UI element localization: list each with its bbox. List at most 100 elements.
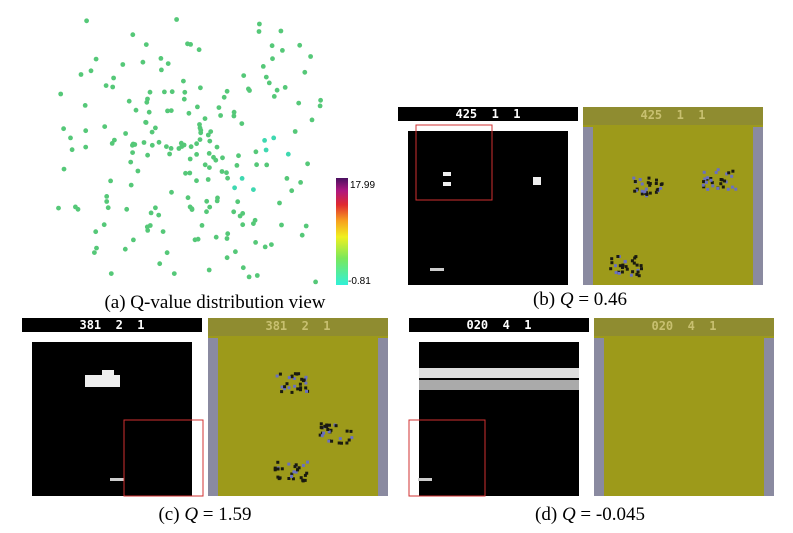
point xyxy=(197,137,203,143)
point xyxy=(183,170,188,176)
point xyxy=(239,121,245,126)
saliency-blob xyxy=(290,390,294,394)
saliency-blob xyxy=(625,267,629,271)
barrier xyxy=(419,380,579,390)
caption-var: Q xyxy=(562,504,576,525)
saliency-blob xyxy=(276,467,280,471)
saliency-blob xyxy=(295,372,299,376)
caption-label: (d) xyxy=(535,504,557,525)
score-bar xyxy=(409,318,589,332)
saliency-blob xyxy=(659,186,663,190)
point xyxy=(83,144,89,150)
saliency-blob xyxy=(621,263,625,267)
saliency-blob xyxy=(618,264,622,268)
point xyxy=(218,113,224,118)
point xyxy=(297,42,303,48)
sprite xyxy=(443,172,451,176)
point xyxy=(221,94,227,100)
point xyxy=(169,89,175,95)
floor xyxy=(408,275,568,285)
point xyxy=(271,94,277,99)
saliency-blob xyxy=(631,270,635,274)
point xyxy=(231,209,237,215)
floor xyxy=(32,486,192,496)
saliency-blob xyxy=(290,472,294,476)
point xyxy=(68,135,73,141)
point xyxy=(135,168,141,174)
saliency-blob xyxy=(614,271,618,275)
saliency-blob xyxy=(292,470,296,474)
saliency-blob xyxy=(624,265,628,269)
point xyxy=(145,152,151,158)
saliency-blob xyxy=(280,385,284,389)
sprite xyxy=(443,182,451,186)
point xyxy=(165,108,170,114)
saliency-blob xyxy=(300,377,304,381)
point xyxy=(164,250,170,256)
point xyxy=(159,67,164,73)
saliency-blob xyxy=(702,180,706,184)
point xyxy=(214,144,220,150)
saliency-blob xyxy=(629,273,633,277)
point xyxy=(302,69,308,75)
saliency-blob xyxy=(646,181,650,185)
saliency-blob xyxy=(654,182,658,185)
saliency-blob xyxy=(617,271,621,275)
point xyxy=(292,129,298,134)
point xyxy=(305,161,310,167)
point xyxy=(202,116,208,121)
point xyxy=(194,178,199,184)
saliency-blob xyxy=(287,376,291,380)
saliency-blob xyxy=(655,178,658,182)
point xyxy=(234,163,240,168)
point xyxy=(224,88,230,94)
point xyxy=(104,199,110,204)
point xyxy=(147,89,153,95)
barrier xyxy=(419,346,579,366)
saliency-blob xyxy=(273,468,277,472)
saliency-blob xyxy=(338,437,342,441)
saliency-blob xyxy=(635,272,639,276)
point xyxy=(240,265,246,271)
saliency-blob xyxy=(292,377,296,380)
saliency-blob xyxy=(701,183,705,187)
point xyxy=(162,89,167,95)
saliency-blob xyxy=(278,476,282,480)
saliency-blob xyxy=(306,460,309,464)
point xyxy=(269,43,275,49)
colorbar xyxy=(336,178,348,285)
paddle xyxy=(418,478,432,481)
point xyxy=(206,267,212,273)
point xyxy=(130,150,136,156)
point xyxy=(277,200,282,206)
point xyxy=(56,205,61,211)
point xyxy=(171,271,177,276)
saliency-blob xyxy=(630,259,634,263)
saliency-blob xyxy=(706,187,710,191)
point xyxy=(253,240,258,245)
score-bar xyxy=(398,107,578,121)
point xyxy=(208,129,214,135)
point xyxy=(303,223,309,229)
point xyxy=(204,198,210,204)
saliency-blob xyxy=(304,375,308,379)
saliency-blob xyxy=(720,178,724,182)
saliency-blob xyxy=(616,255,620,258)
saliency-blob xyxy=(633,180,637,183)
point xyxy=(165,61,171,66)
saliency-blob xyxy=(705,176,709,180)
sprite xyxy=(85,375,120,387)
point xyxy=(133,107,139,113)
saliency-blob xyxy=(724,180,728,184)
saliency-blob xyxy=(609,267,613,271)
point xyxy=(169,189,174,195)
saliency-blob xyxy=(725,172,729,176)
point xyxy=(225,175,231,181)
point xyxy=(174,17,180,22)
saliency-blob xyxy=(291,477,295,481)
point xyxy=(153,125,158,131)
point xyxy=(168,108,174,113)
point xyxy=(256,29,262,34)
saliency-blob xyxy=(643,190,647,194)
saliency-blob xyxy=(640,189,644,193)
